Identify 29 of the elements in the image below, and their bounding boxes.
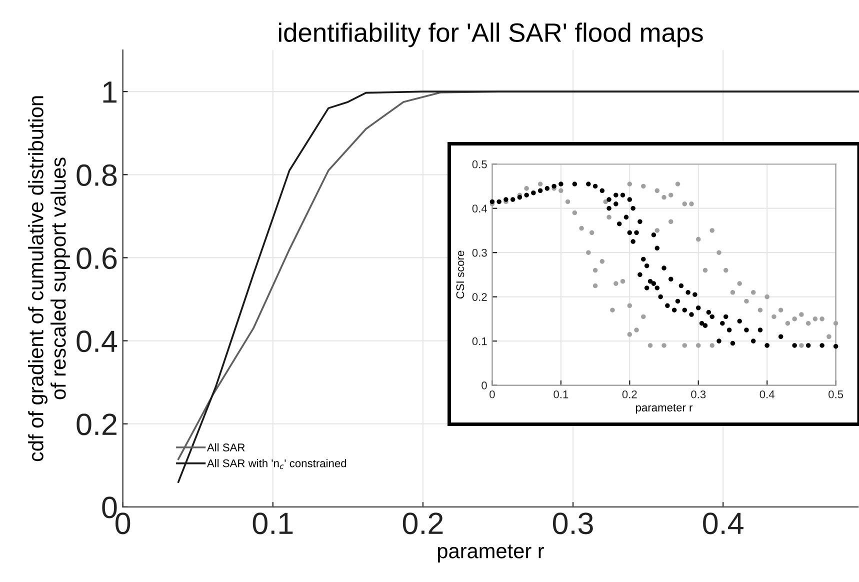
legend-label: All SAR [206,443,245,452]
legend-label: All SAR with 'n$_{c}$' constrained [206,459,346,470]
y-axis-title: CSI score [456,250,464,299]
y-tick-label: 0.8 [76,164,117,186]
x-tick-label: 0.5 [828,390,844,398]
y-tick-label: 1 [103,82,116,103]
chart-title: identifiability for 'All SAR' flood maps [278,22,703,48]
x-axis-title: parameter r [636,404,693,414]
x-tick-label: 0 [490,390,495,398]
y-axis-title: cdf of gradient of cumulative distribution of rescaled support values [28,96,70,462]
y-tick-label: 0 [102,496,117,518]
x-tick-label: 0.4 [703,512,744,534]
y-tick-label: 0.4 [76,330,118,352]
x-tick-label: 0.2 [402,512,443,534]
y-tick-label: 0.2 [472,293,487,301]
y-tick-label: 0.5 [472,160,487,168]
x-tick-label: 0.1 [554,390,568,398]
x-tick-label: 0.4 [760,390,774,398]
x-tick-label: 0.1 [252,512,293,534]
y-tick-label: 0.4 [472,204,488,212]
x-tick-label: 0.3 [691,390,706,398]
x-tick-label: 0.2 [622,390,637,398]
x-axis-title: parameter r [438,544,544,562]
y-tick-label: 0 [482,382,487,390]
y-tick-label: 0.2 [76,414,116,436]
x-tick-label: 0.3 [552,512,593,534]
y-tick-label: 0.6 [76,247,117,270]
y-tick-label: 0.3 [472,248,487,257]
y-tick-label: 0.1 [472,337,487,346]
